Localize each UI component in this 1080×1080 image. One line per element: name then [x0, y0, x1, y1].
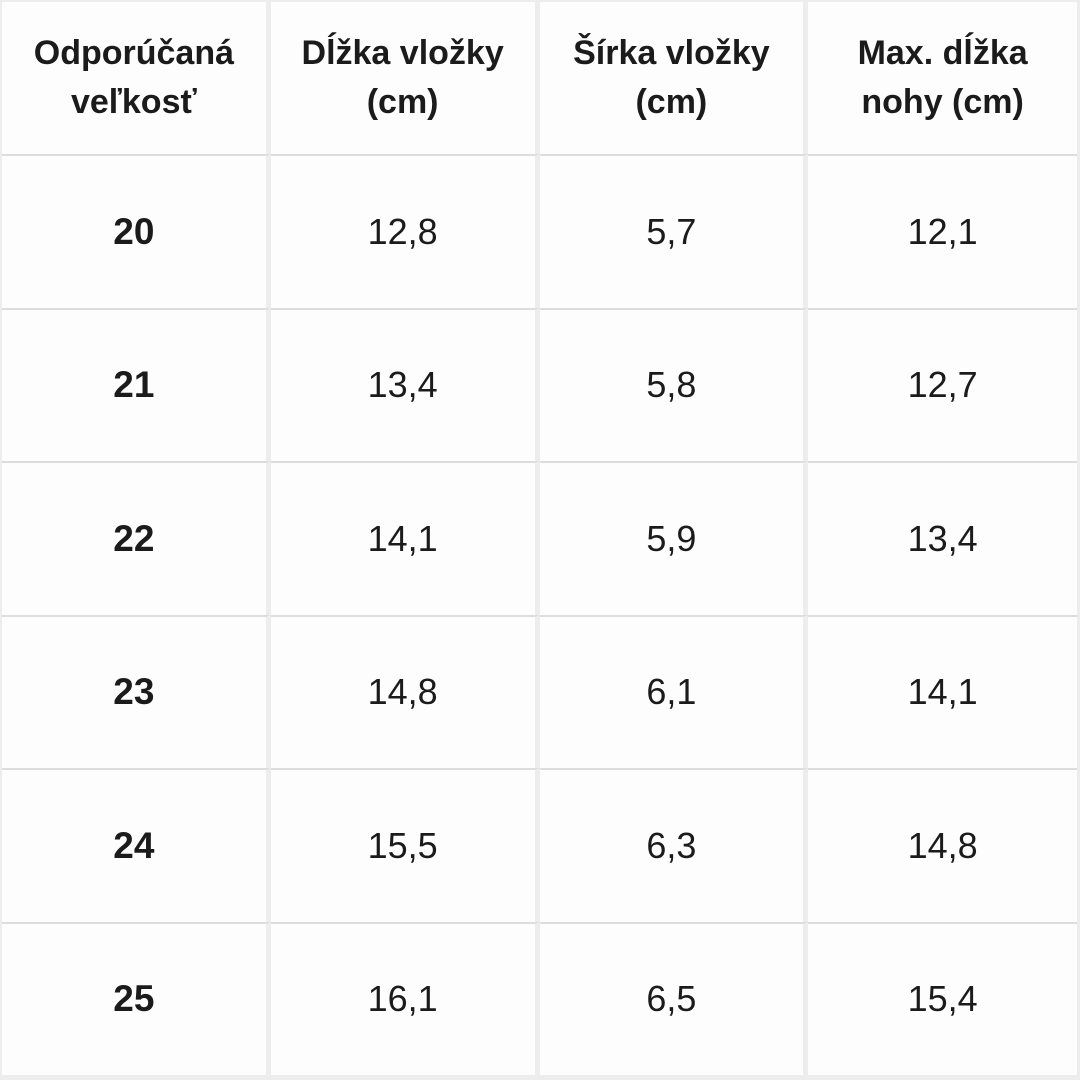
size-cell: 24 — [2, 768, 271, 922]
column-header-insole-length: Dĺžka vložky (cm) — [270, 2, 540, 154]
value-cell: 12,8 — [270, 154, 540, 308]
value-cell: 6,1 — [539, 614, 809, 768]
value-cell: 12,1 — [808, 154, 1077, 308]
value-cell: 16,1 — [270, 921, 540, 1075]
value-cell: 5,7 — [539, 154, 809, 308]
column-header-max-foot-length: Max. dĺžka nohy (cm) — [808, 2, 1077, 154]
value-cell: 13,4 — [808, 461, 1077, 615]
size-cell: 23 — [2, 614, 271, 768]
value-cell: 14,8 — [270, 614, 540, 768]
value-cell: 14,1 — [270, 461, 540, 615]
size-cell: 25 — [2, 921, 271, 1075]
size-cell: 22 — [2, 461, 271, 615]
size-cell: 20 — [2, 154, 271, 308]
size-cell: 21 — [2, 307, 271, 461]
column-header-insole-width: Šírka vložky (cm) — [539, 2, 809, 154]
value-cell: 12,7 — [808, 307, 1077, 461]
value-cell: 6,3 — [539, 768, 809, 922]
value-cell: 15,5 — [270, 768, 540, 922]
value-cell: 14,1 — [808, 614, 1077, 768]
value-cell: 13,4 — [270, 307, 540, 461]
value-cell: 5,9 — [539, 461, 809, 615]
column-header-recommended-size: Odporúčaná veľkosť — [2, 2, 271, 154]
value-cell: 6,5 — [539, 921, 809, 1075]
value-cell: 14,8 — [808, 768, 1077, 922]
value-cell: 15,4 — [808, 921, 1077, 1075]
value-cell: 5,8 — [539, 307, 809, 461]
